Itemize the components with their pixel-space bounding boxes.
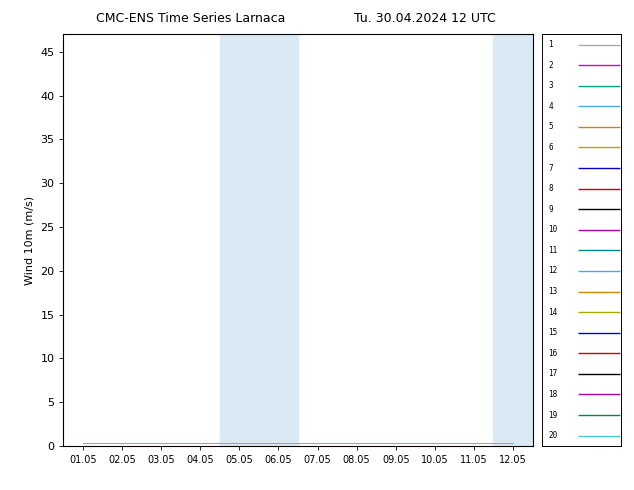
Text: 1: 1 xyxy=(548,40,553,49)
Text: 3: 3 xyxy=(548,81,553,90)
Text: CMC-ENS Time Series Larnaca: CMC-ENS Time Series Larnaca xyxy=(96,12,285,25)
Text: 8: 8 xyxy=(548,184,553,193)
Text: 5: 5 xyxy=(548,122,553,131)
Text: 19: 19 xyxy=(548,411,558,419)
Text: 13: 13 xyxy=(548,287,558,296)
Text: 14: 14 xyxy=(548,308,558,317)
Y-axis label: Wind 10m (m/s): Wind 10m (m/s) xyxy=(25,196,35,285)
Text: 4: 4 xyxy=(548,102,553,111)
Bar xyxy=(220,34,298,446)
Text: 11: 11 xyxy=(548,246,558,255)
Text: 10: 10 xyxy=(548,225,558,234)
Text: 12: 12 xyxy=(548,267,558,275)
Text: 20: 20 xyxy=(548,431,558,440)
Text: Tu. 30.04.2024 12 UTC: Tu. 30.04.2024 12 UTC xyxy=(354,12,496,25)
Text: 6: 6 xyxy=(548,143,553,152)
Text: 2: 2 xyxy=(548,61,553,70)
Text: 18: 18 xyxy=(548,390,558,399)
Text: 16: 16 xyxy=(548,349,558,358)
Text: 15: 15 xyxy=(548,328,558,337)
Text: 7: 7 xyxy=(548,164,553,172)
Text: 9: 9 xyxy=(548,205,553,214)
Text: 17: 17 xyxy=(548,369,558,378)
Bar xyxy=(493,34,572,446)
